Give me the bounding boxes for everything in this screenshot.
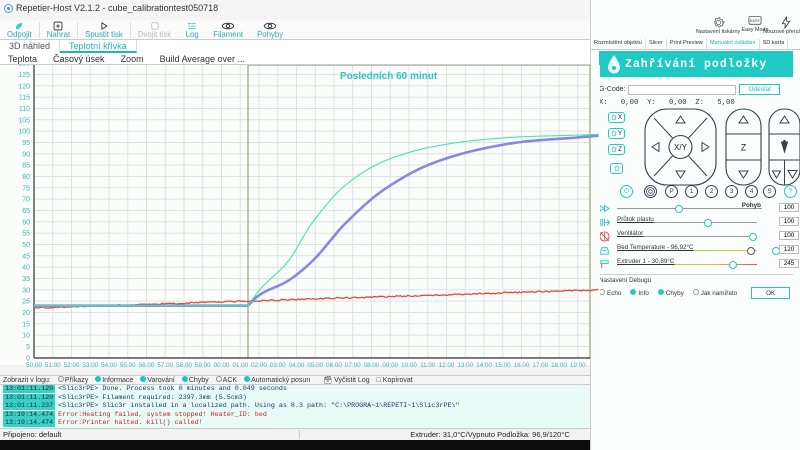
svg-text:00:00: 00:00 — [214, 362, 230, 369]
svg-text:50:00: 50:00 — [26, 362, 42, 369]
svg-text:95: 95 — [22, 140, 30, 147]
svg-text:115: 115 — [19, 95, 30, 102]
svg-text:35: 35 — [22, 276, 30, 283]
svg-text:05:00: 05:00 — [307, 362, 323, 369]
svg-text:55:00: 55:00 — [120, 362, 136, 369]
svg-text:16:00: 16:00 — [514, 362, 530, 369]
svg-text:58:00: 58:00 — [176, 362, 192, 369]
svg-text:17:00: 17:00 — [532, 362, 548, 369]
svg-text:54:00: 54:00 — [101, 362, 117, 369]
svg-text:59:00: 59:00 — [195, 362, 211, 369]
svg-text:51:00: 51:00 — [45, 362, 61, 369]
svg-text:10:00: 10:00 — [401, 362, 417, 369]
svg-text:07:00: 07:00 — [345, 362, 361, 369]
svg-text:53:00: 53:00 — [82, 362, 98, 369]
svg-text:X/Y: X/Y — [674, 143, 688, 152]
svg-text:EASY: EASY — [750, 19, 761, 23]
svg-text:30: 30 — [22, 287, 30, 294]
svg-text:19:00: 19:00 — [570, 362, 586, 369]
svg-text:02:00: 02:00 — [251, 362, 267, 369]
svg-text:57:00: 57:00 — [157, 362, 173, 369]
svg-text:85: 85 — [22, 163, 30, 170]
svg-text:5: 5 — [26, 344, 30, 351]
svg-text:08:00: 08:00 — [364, 362, 380, 369]
svg-text:15:00: 15:00 — [495, 362, 511, 369]
svg-text:18:00: 18:00 — [551, 362, 567, 369]
svg-text:125: 125 — [18, 72, 30, 79]
svg-text:100: 100 — [18, 129, 30, 136]
svg-text:09:00: 09:00 — [382, 362, 398, 369]
svg-text:130: 130 — [18, 65, 30, 68]
svg-text:13:00: 13:00 — [457, 362, 473, 369]
svg-text:90: 90 — [22, 151, 30, 158]
svg-text:25: 25 — [22, 299, 30, 306]
svg-text:Z: Z — [741, 143, 747, 153]
svg-text:56:00: 56:00 — [139, 362, 155, 369]
svg-text:50: 50 — [22, 242, 30, 249]
svg-text:110: 110 — [19, 106, 30, 113]
svg-text:15: 15 — [22, 321, 30, 328]
svg-text:12:00: 12:00 — [439, 362, 455, 369]
svg-text:Posledních 60 minut: Posledních 60 minut — [340, 71, 438, 82]
svg-text:120: 120 — [18, 83, 30, 90]
svg-text:70: 70 — [22, 197, 30, 204]
svg-text:80: 80 — [22, 174, 30, 181]
svg-text:45: 45 — [22, 253, 30, 260]
svg-text:11:00: 11:00 — [420, 362, 436, 369]
svg-text:03:00: 03:00 — [270, 362, 286, 369]
svg-text:14:00: 14:00 — [476, 362, 492, 369]
svg-text:40: 40 — [22, 265, 30, 272]
svg-text:01:00: 01:00 — [232, 362, 248, 369]
svg-text:04:00: 04:00 — [289, 362, 305, 369]
svg-text:06:00: 06:00 — [326, 362, 342, 369]
svg-text:105: 105 — [18, 117, 30, 124]
svg-text:10: 10 — [22, 333, 30, 340]
svg-text:75: 75 — [22, 185, 30, 192]
svg-text:52:00: 52:00 — [64, 362, 80, 369]
svg-text:20: 20 — [22, 310, 30, 317]
svg-text:65: 65 — [22, 208, 30, 215]
svg-text:60: 60 — [22, 219, 30, 226]
svg-text:55: 55 — [22, 231, 30, 238]
